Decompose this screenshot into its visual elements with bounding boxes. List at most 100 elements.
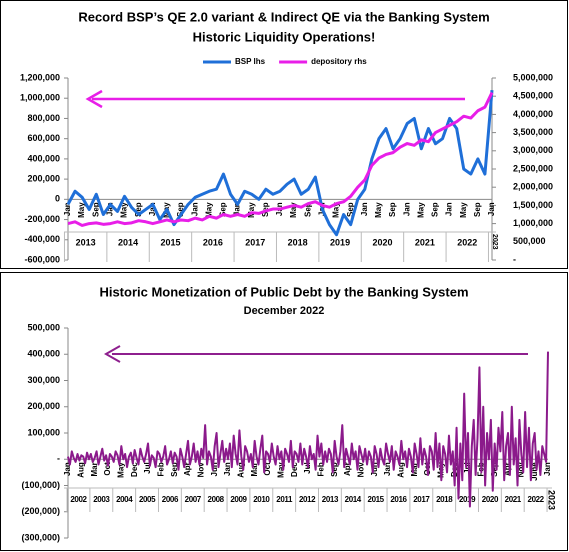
series-line [67,91,494,227]
chart-subtitle: December 2022 [244,305,325,317]
x-tick-label: Oct [263,462,272,476]
x-tick-label: Jan [383,462,392,476]
x-tick-label: May [276,462,285,478]
year-label: 2003 [93,495,110,504]
x-tick-label: Jan [63,462,72,476]
year-label: 2007 [185,495,202,504]
x-tick-label: Jan [402,202,411,216]
year-label: 2012 [299,495,316,504]
x-tick-label: Jan [190,202,199,216]
year-label: 2018 [436,495,453,504]
year-label: 2020 [372,237,392,247]
x-tick-label: May [120,202,129,218]
year-label: 2002 [70,495,87,504]
x-tick-label: Jan [223,462,232,476]
x-tick-label: May [459,202,468,218]
x-tick-label: Sep [134,202,143,217]
x-tick-label: May [416,202,425,218]
y-tick-label: (200,000) [21,506,60,516]
y-tick-label: 100,000 [27,427,60,437]
x-tick-label: Apr [503,462,512,476]
y-tick-label: -200,000 [24,214,60,224]
x-tick-label: Dec [130,462,139,477]
year-label: 2023 [491,234,498,250]
x-tick-label: May [289,202,298,218]
y2-tick-label: 2,500,000 [513,163,553,173]
x-tick-label: Feb [316,462,325,476]
year-label: 2020 [482,495,499,504]
x-tick-label: June [530,462,539,481]
y2-tick-label: 500,000 [513,236,546,246]
x-tick-label: Jan [233,202,242,216]
year-label: 2019 [330,237,350,247]
year-label: 2021 [415,237,435,247]
x-tick-label: Apr [343,462,352,476]
year-label: 2017 [413,495,430,504]
x-tick-label: May [247,202,256,218]
x-tick-label: Jan [148,202,157,216]
x-tick-label: Aug [396,462,405,478]
year-label: 2022 [528,495,545,504]
y2-tick-label: 4,000,000 [513,109,553,119]
year-label: 2004 [116,495,133,504]
x-tick-label: Sep [431,202,440,217]
x-tick-label: Dec [290,462,299,477]
x-tick-label: Jun [370,462,379,476]
legend-label: depository rhs [311,57,367,66]
x-tick-label: Mar [90,462,99,476]
x-tick-label: Sep [170,462,179,477]
chart-title: Historic Monetization of Public Debt by … [99,284,468,299]
y2-tick-label: 1,000,000 [513,218,553,228]
panel-frame [0,272,568,551]
y-tick-label: 200,000 [27,173,60,183]
x-tick-label: Jan [106,202,115,216]
y-tick-label: -600,000 [24,254,60,264]
y-tick-label: 400,000 [27,349,60,359]
x-tick-label: Jul [463,462,472,474]
x-tick-label: Sep [473,202,482,217]
chart-subtitle: Historic Liquidity Operations! [193,29,376,44]
x-tick-label: May [204,202,213,218]
x-tick-label: Sep [176,202,185,217]
year-label: 2013 [322,495,339,504]
x-tick-label: Nov [356,462,365,478]
y-tick-label: 600,000 [27,133,60,143]
y-tick-label: 400,000 [27,153,60,163]
year-label: 2022 [457,237,477,247]
y2-tick-label: 3,000,000 [513,145,553,155]
year-label: 2014 [345,495,362,504]
x-tick-label: Jun [210,462,219,476]
y-tick-label: 0 [55,194,60,204]
year-label: 2005 [139,495,156,504]
y-tick-label: 800,000 [27,113,60,123]
x-tick-label: Sep [330,462,339,477]
x-tick-label: Jul [143,462,152,474]
y2-tick-label: 4,500,000 [513,91,553,101]
year-label: 2010 [253,495,270,504]
year-label: 2016 [390,495,407,504]
x-tick-label: Apr [183,462,192,476]
y-tick-label: 200,000 [27,401,60,411]
chart-title: Record BSP’s QE 2.0 variant & Indirect Q… [78,9,489,24]
y-tick-label: (300,000) [21,532,60,542]
y2-tick-label: 1,500,000 [513,200,553,210]
y2-tick-label: 5,000,000 [513,72,553,82]
year-label: 2023 [547,490,557,510]
x-tick-label: May [374,202,383,218]
x-tick-label: Jan [487,202,496,216]
x-tick-label: Jan [445,202,454,216]
year-label: 2009 [230,495,247,504]
x-tick-label: Sep [219,202,228,217]
year-label: 2013 [76,237,96,247]
y2-tick-label: 3,500,000 [513,127,553,137]
x-tick-label: Sep [346,202,355,217]
y-tick-label: 1,000,000 [20,93,60,103]
year-label: 2015 [160,237,180,247]
x-tick-label: Nov [196,462,205,478]
year-label: 2016 [203,237,223,247]
annotation-arrow [103,345,528,363]
annotation-arrow [85,89,465,109]
year-label: 2018 [288,237,308,247]
y-tick-label: 300,000 [27,375,60,385]
y-tick-label: 1,200,000 [20,72,60,82]
